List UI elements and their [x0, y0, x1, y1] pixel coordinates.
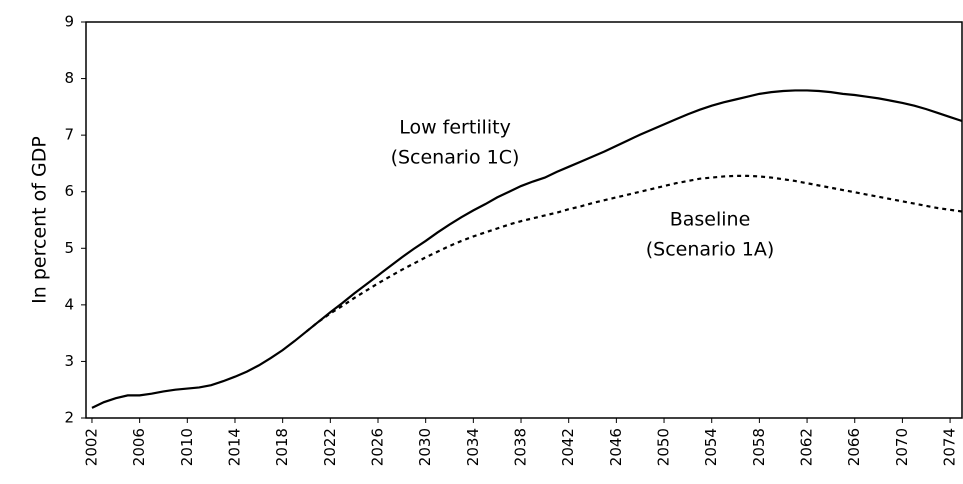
x-tick-label: 2046 — [607, 428, 625, 466]
series-line — [305, 174, 963, 333]
x-tick-label: 2038 — [512, 428, 530, 466]
y-tick-label: 7 — [64, 126, 74, 144]
x-tick-label: 2074 — [941, 428, 959, 466]
x-tick-label: 2002 — [82, 428, 100, 466]
y-tick-label: 4 — [64, 295, 74, 313]
x-tick-label: 2054 — [702, 428, 720, 466]
y-tick-label: 9 — [64, 13, 74, 31]
y-tick-label: 6 — [64, 182, 74, 200]
x-tick-label: 2018 — [273, 428, 291, 466]
y-tick-label: 5 — [64, 239, 74, 257]
x-tick-label: 2070 — [893, 428, 911, 466]
annotation: Low fertility — [399, 117, 511, 139]
annotation: (Scenario 1C) — [391, 147, 520, 169]
y-tick-label: 8 — [64, 69, 74, 87]
plot-frame — [85, 21, 963, 419]
x-tick-label: 2014 — [225, 428, 243, 466]
series-line — [91, 89, 963, 409]
x-tick-label: 2066 — [845, 428, 863, 466]
x-tick-label: 2062 — [798, 428, 816, 466]
x-tick-label: 2030 — [416, 428, 434, 466]
x-tick-label: 2022 — [321, 428, 339, 466]
x-tick-label: 2042 — [559, 428, 577, 466]
x-tick-label: 2058 — [750, 428, 768, 466]
x-tick-label: 2006 — [130, 428, 148, 466]
x-tick-label: 2010 — [178, 428, 196, 466]
annotation: Baseline — [670, 209, 751, 231]
y-tick-label: 3 — [64, 352, 74, 370]
x-tick-label: 2026 — [369, 428, 387, 466]
x-tick-label: 2050 — [655, 428, 673, 466]
annotation: (Scenario 1A) — [646, 239, 775, 261]
x-tick-label: 2034 — [464, 428, 482, 466]
y-tick-label: 2 — [64, 409, 74, 427]
y-axis-label: In percent of GDP — [29, 136, 51, 304]
